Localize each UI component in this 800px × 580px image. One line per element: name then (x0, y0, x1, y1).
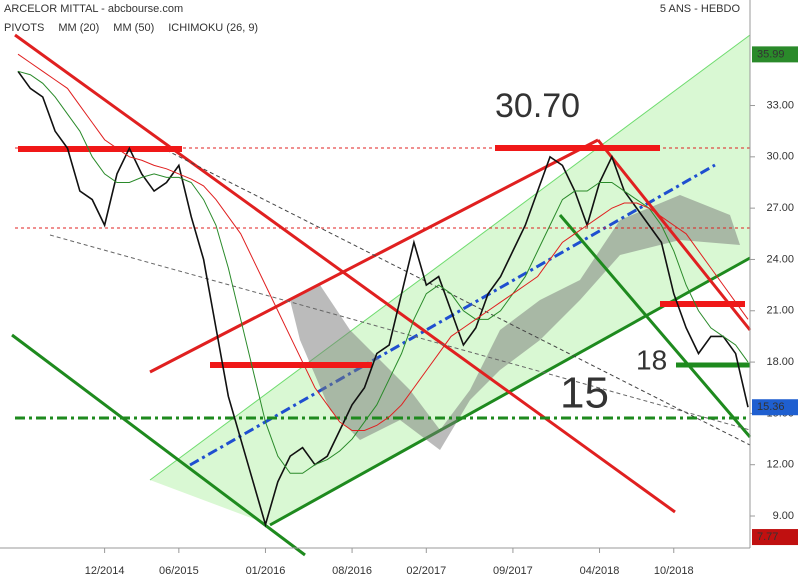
channel (11, 33, 752, 557)
price-badge-label: 35.99 (757, 48, 785, 60)
channel-line (149, 34, 751, 481)
moving-average (17, 70, 749, 474)
y-tick-label: 18.00 (766, 356, 794, 368)
y-tick-label: 21.00 (766, 305, 794, 317)
x-tick-label: 10/2018 (654, 565, 694, 577)
x-tick-label: 09/2017 (493, 565, 533, 577)
resistance-line (596, 139, 752, 331)
legend-entry: PIVOTS (4, 22, 44, 34)
chart-title: ARCELOR MITTAL - abcbourse.com (4, 3, 183, 15)
y-tick-label: 12.00 (766, 459, 794, 471)
x-tick-label: 01/2016 (246, 565, 286, 577)
annotation: 18 (636, 344, 667, 375)
legend-entry: MM (50) (113, 22, 154, 34)
y-tick-label: 24.00 (766, 253, 794, 265)
moving-average (17, 53, 749, 431)
price-badge (752, 46, 798, 63)
dashed-line (159, 146, 751, 446)
resistance-line (149, 138, 599, 374)
legend-entry: ICHIMOKU (26, 9) (168, 22, 258, 34)
price-badge-label: 15.36 (757, 401, 785, 413)
legend-entry: MM (20) (58, 22, 99, 34)
annotation: 15 (560, 369, 609, 418)
support-line (11, 333, 306, 557)
x-tick-label: 08/2016 (332, 565, 372, 577)
price-badge-label: 7.77 (757, 531, 778, 543)
x-tick-label: 06/2015 (159, 565, 199, 577)
chart-subtitle: 5 ANS - HEBDO (660, 3, 741, 15)
annotation: 30.70 (495, 87, 580, 125)
x-tick-label: 12/2014 (85, 565, 125, 577)
y-tick-label: 30.00 (766, 151, 794, 163)
channel-fill (150, 35, 750, 525)
dashed-line (49, 234, 751, 431)
ichimoku-cloud (290, 195, 740, 450)
y-tick-label: 33.00 (766, 99, 794, 111)
support-line (558, 214, 752, 438)
price-badge (752, 529, 798, 546)
price-line (17, 70, 749, 528)
y-tick-label: 9.00 (773, 510, 794, 522)
y-tick-label: 27.00 (766, 202, 794, 214)
price-badge (752, 399, 798, 416)
x-tick-label: 04/2018 (580, 565, 620, 577)
x-tick-label: 02/2017 (406, 565, 446, 577)
resistance-line (14, 33, 676, 514)
